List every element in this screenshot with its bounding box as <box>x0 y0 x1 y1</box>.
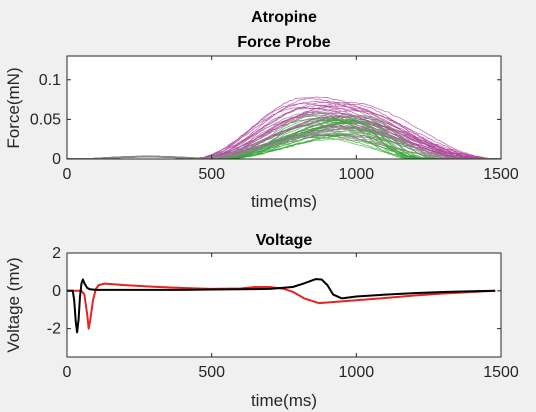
force-trace-gray-traces <box>67 126 502 160</box>
force-trace-gray-traces <box>66 114 502 160</box>
y-tick-label: 2 <box>52 245 61 262</box>
voltage-plot-area <box>67 253 501 357</box>
voltage-trace-red <box>67 282 496 330</box>
voltage-ticks: 0 500 1000 1500 -2 0 2 <box>47 245 519 381</box>
force-probe-axis-frame <box>66 55 502 160</box>
force-probe-axes: Atropine Force Probe 0 500 1000 1500 0 0.05 0.… <box>4 9 519 211</box>
x-tick-label: 500 <box>198 364 225 381</box>
y-tick-label: 0.1 <box>39 72 61 89</box>
x-tick-label: 1000 <box>339 166 375 183</box>
voltage-xlabel: time(ms) <box>251 391 317 410</box>
x-tick-label: 500 <box>198 166 225 183</box>
y-tick-label: -2 <box>47 321 61 338</box>
y-tick-label: 0 <box>52 151 61 168</box>
voltage-ylabel: Voltage (mv) <box>4 257 23 352</box>
x-tick-label: 0 <box>63 166 72 183</box>
voltage-trace-black <box>67 278 496 334</box>
figure-title: Atropine <box>251 9 317 26</box>
voltage-title: Voltage <box>256 232 313 249</box>
x-tick-label: 0 <box>63 364 72 381</box>
force-probe-xlabel: time(ms) <box>251 192 317 211</box>
y-tick-label: 0 <box>52 283 61 300</box>
voltage-axis-frame <box>66 252 502 358</box>
force-trace-gray-traces <box>66 127 502 160</box>
ax2-box <box>66 252 502 358</box>
x-tick-label: 1500 <box>483 364 519 381</box>
y-tick-label: 0.05 <box>30 111 61 128</box>
ax1-box <box>66 55 502 160</box>
force-probe-title: Force Probe <box>237 34 330 51</box>
voltage-axes: Voltage 0 500 1000 1500 -2 0 2 time(ms) Voltag… <box>4 232 519 410</box>
x-tick-label: 1000 <box>339 364 375 381</box>
force-probe-ticks: 0 500 1000 1500 0 0.05 0.1 <box>30 56 519 183</box>
force-probe-ylabel: Force(mN) <box>4 67 23 148</box>
x-tick-label: 1500 <box>483 166 519 183</box>
voltage-traces <box>67 278 496 334</box>
